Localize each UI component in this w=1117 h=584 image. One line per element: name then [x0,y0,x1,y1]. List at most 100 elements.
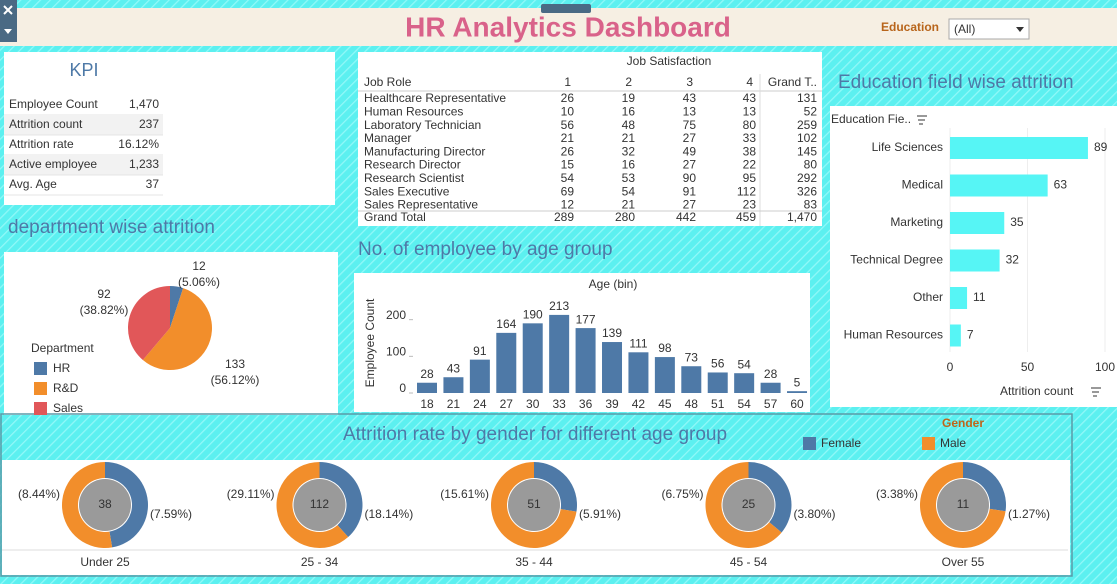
x-tick-label: 24 [473,397,487,411]
value-label: 28 [420,367,434,381]
kpi-value: 237 [139,117,159,131]
table-cell: Manager [364,131,411,145]
y-tick-label: 0 [399,381,406,395]
donut-center [79,479,131,531]
dropdown-box[interactable] [948,18,1030,40]
drag-handle[interactable] [541,4,591,13]
x-tick-label: 30 [526,397,540,411]
table-cell: 112 [737,184,756,198]
value-label: 190 [523,308,543,322]
table-cell: 459 [736,210,756,224]
table-cell: 292 [797,171,817,185]
chart-title: No. of employee by age group [358,239,613,260]
value-label: 91 [473,344,487,358]
x-tick-label: 21 [447,397,461,411]
table-cell: 10 [561,104,575,118]
table-cell: 32 [622,144,636,158]
table-cell: 26 [561,144,575,158]
x-tick-label: 45 [658,397,672,411]
table-cell: Human Resources [364,104,463,118]
bar [950,324,961,347]
dropdown-arrow[interactable] [1016,27,1024,32]
category-label: Technical Degree [850,253,943,267]
x-tick-label: 39 [605,397,619,411]
kpi-label: Avg. Age [9,177,57,191]
column-header: 3 [686,75,693,89]
bar [549,314,570,393]
menu-arrow[interactable] [4,29,12,34]
donut-segment [919,462,1006,548]
row-shade [4,115,163,135]
category-label: Over 55 [942,555,985,569]
female-label: (18.14%) [365,507,414,521]
table-cell: 69 [561,184,575,198]
donut-segment [491,462,577,548]
sort-icon [1091,387,1101,397]
x-tick-label: 18 [420,397,434,411]
x-tick-label: 50 [1021,360,1035,374]
x-tick-label: 60 [790,397,804,411]
slice-value: 12 [192,259,206,273]
x-tick-label: 36 [579,397,593,411]
table-cell: 15 [561,158,575,172]
table-title: Job Satisfaction [627,54,712,68]
dropdown-value[interactable]: (All) [954,22,975,36]
close-icon[interactable] [3,5,13,15]
table-cell: 145 [797,144,817,158]
chart-title: Education field wise attrition [838,72,1074,93]
column-header: Grand T.. [768,75,817,89]
bar [417,382,437,393]
value-label: 11 [973,290,986,304]
legend-swatch [34,402,47,415]
bar [628,352,649,393]
female-label: (1.27%) [1008,507,1050,521]
value-label: 111 [629,336,648,350]
table-cell: 16 [622,104,636,118]
table-cell: 19 [622,91,636,105]
value-label: 35 [1010,215,1024,229]
x-tick-label: 33 [552,397,566,411]
table-cell: 21 [622,131,636,145]
category-label: 35 - 44 [515,555,553,569]
pie-slice [142,288,212,370]
value-label: 56 [711,357,725,371]
chart-title: department wise attrition [8,217,215,238]
filter-dropdown[interactable]: (All) [948,18,1030,40]
donut-segment [276,462,349,549]
table-cell: Manufacturing Director [364,144,485,158]
table-cell: Sales Representative [364,198,478,212]
value-label: 139 [602,326,622,340]
table-cell: 22 [743,158,757,172]
category-label: Human Resources [844,328,943,342]
category-label: Marketing [890,215,943,229]
table-cell: 27 [683,198,697,212]
value-label: 5 [794,375,801,389]
bar [787,391,808,393]
x-tick-label: 0 [947,360,954,374]
bar [654,357,675,393]
table-cell: 131 [797,91,817,105]
donut-segment [319,462,363,538]
column-header: Job Role [364,75,412,89]
category-label: 45 - 54 [730,555,768,569]
column-header: 4 [746,75,753,89]
menu-box[interactable] [0,0,17,42]
table-cell: 43 [743,91,757,105]
column-header: 2 [625,75,632,89]
donut-center [508,479,560,531]
x-tick-label: 27 [500,397,514,411]
legend-swatch [803,437,816,450]
table-cell: 38 [743,144,757,158]
donut-segment [748,462,792,533]
bar [734,373,755,393]
sort-icon [917,115,927,125]
slice-share: (56.12%) [211,373,260,387]
donut-segment [963,462,1007,512]
female-label: (3.80%) [794,507,836,521]
value-label: 54 [737,357,751,371]
y-axis-label: Employee Count [363,298,377,387]
value-label: 43 [447,361,461,375]
donut-total: 51 [527,497,541,511]
bar [760,382,781,393]
legend-title: Department [31,341,94,355]
